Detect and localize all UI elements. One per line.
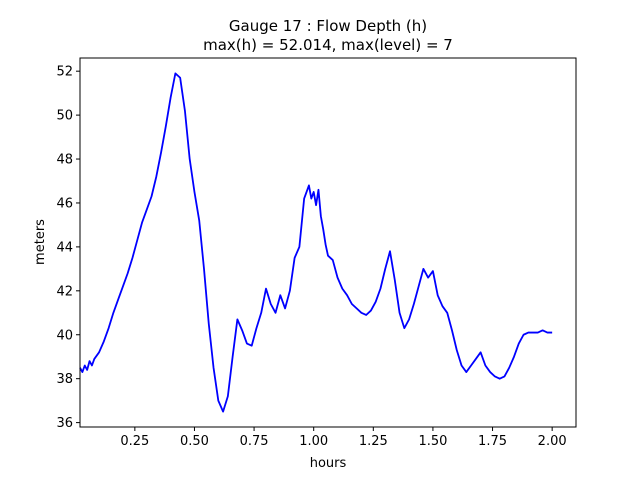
- plot-area: 0.25 0.50 0.75 1.00 1.25 1.50 1.75 2.00 36 38 40 42…: [56, 57, 577, 449]
- axes-frame: [79, 57, 577, 428]
- x-tick-label: 0.75: [240, 434, 269, 449]
- y-tick-label: 36: [56, 416, 73, 431]
- x-tick-label: 0.25: [120, 434, 149, 449]
- x-axis-label: hours: [310, 456, 347, 471]
- y-tick-label: 44: [56, 240, 73, 255]
- y-tick-label: 48: [56, 153, 73, 168]
- y-tick-label: 50: [56, 109, 73, 124]
- chart-title-line2: max(h) = 52.014, max(level) = 7: [203, 36, 453, 54]
- y-axis-label: meters: [33, 219, 48, 265]
- series-line-0: [79, 72, 553, 413]
- x-tick-label: 0.50: [180, 434, 209, 449]
- x-tick-label: 2.00: [538, 434, 567, 449]
- x-tick-label: 1.25: [359, 434, 388, 449]
- y-tick-label: 40: [56, 328, 73, 343]
- y-tick-label: 42: [56, 284, 73, 299]
- x-tick-label: 1.75: [478, 434, 507, 449]
- chart-title-line1: Gauge 17 : Flow Depth (h): [229, 17, 427, 35]
- x-tick-label: 1.50: [418, 434, 447, 449]
- y-tick-label: 38: [56, 372, 73, 387]
- y-tick-label: 52: [56, 65, 73, 80]
- y-tick-label: 46: [56, 196, 73, 211]
- x-tick-label: 1.00: [299, 434, 328, 449]
